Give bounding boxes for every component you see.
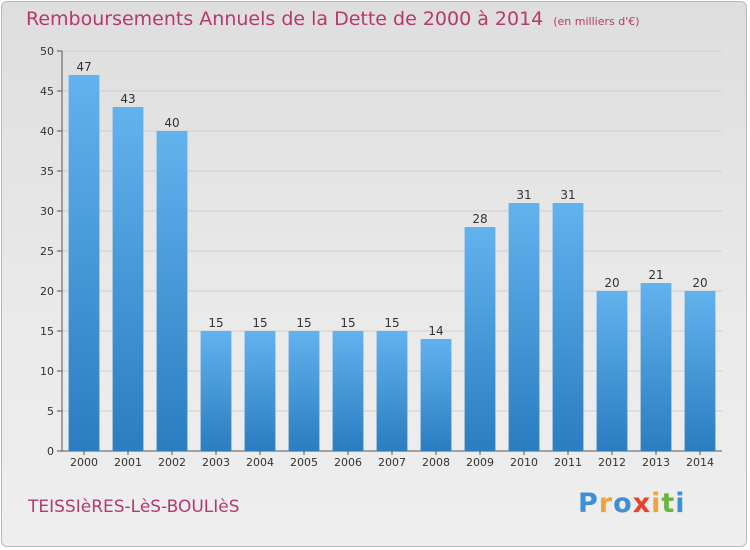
labels: 47 43 40 15 15 15 15 15 14 28 31 31 20 21 20 xyxy=(76,60,707,338)
bar-2000 xyxy=(68,75,100,451)
logo-letter: i xyxy=(675,488,686,519)
logo-letter: i xyxy=(651,488,662,519)
logo-letter: o xyxy=(613,488,633,519)
proxiti-logo[interactable]: Proxiti xyxy=(578,488,686,519)
value-label: 20 xyxy=(604,276,619,290)
x-tick-label: 2013 xyxy=(642,456,670,469)
x-tick-label: 2004 xyxy=(246,456,274,469)
value-label: 15 xyxy=(340,316,355,330)
value-label: 15 xyxy=(296,316,311,330)
chart-title-text: Remboursements Annuels de la Dette de 20… xyxy=(26,8,544,30)
bar-2014 xyxy=(684,291,716,451)
bar-2005 xyxy=(288,331,320,451)
chart-unit: (en milliers d'€) xyxy=(553,15,640,28)
bar-2004 xyxy=(244,331,276,451)
x-tick-label: 2000 xyxy=(70,456,98,469)
y-tick-label: 20 xyxy=(40,285,54,298)
x-tick-label: 2007 xyxy=(378,456,406,469)
value-label: 15 xyxy=(252,316,267,330)
bar-2011 xyxy=(552,203,584,451)
x-tick-label: 2005 xyxy=(290,456,318,469)
bar-2012 xyxy=(596,291,628,451)
value-label: 31 xyxy=(560,188,575,202)
x-tick-label: 2003 xyxy=(202,456,230,469)
value-label: 20 xyxy=(692,276,707,290)
bar-2007 xyxy=(376,331,408,451)
bar-2003 xyxy=(200,331,232,451)
x-tick-label: 2014 xyxy=(686,456,714,469)
y-tick-label: 30 xyxy=(40,205,54,218)
x-tick-label: 2008 xyxy=(422,456,450,469)
logo-letter: t xyxy=(661,488,676,519)
x-tick-label: 2011 xyxy=(554,456,582,469)
value-label: 15 xyxy=(208,316,223,330)
y-tick-label: 15 xyxy=(40,325,54,338)
y-tick-label: 25 xyxy=(40,245,54,258)
y-tick-label: 50 xyxy=(40,45,54,58)
y-tick-label: 35 xyxy=(40,165,54,178)
bar-2009 xyxy=(464,227,496,451)
chart-title: Remboursements Annuels de la Dette de 20… xyxy=(26,8,640,30)
logo-letter: x xyxy=(632,488,652,519)
value-label: 43 xyxy=(120,92,135,106)
bar-2013 xyxy=(640,283,672,451)
x-tick-label: 2002 xyxy=(158,456,186,469)
bar-2010 xyxy=(508,203,540,451)
value-label: 14 xyxy=(428,324,443,338)
x-tick-label: 2012 xyxy=(598,456,626,469)
value-label: 31 xyxy=(516,188,531,202)
y-tick-label: 0 xyxy=(47,445,54,458)
logo-letter: r xyxy=(598,488,614,519)
bar-2006 xyxy=(332,331,364,451)
x-tick-label: 2010 xyxy=(510,456,538,469)
bar-2008 xyxy=(420,339,452,451)
x-tick-label: 2006 xyxy=(334,456,362,469)
y-tick-label: 10 xyxy=(40,365,54,378)
y-tick-label: 40 xyxy=(40,125,54,138)
bar-2001 xyxy=(112,107,144,451)
value-label: 15 xyxy=(384,316,399,330)
value-label: 40 xyxy=(164,116,179,130)
logo-letter: P xyxy=(578,488,599,519)
bar-2002 xyxy=(156,131,188,451)
value-label: 28 xyxy=(472,212,487,226)
x-tick-label: 2001 xyxy=(114,456,142,469)
y-tick-label: 5 xyxy=(47,405,54,418)
y-tick-label: 45 xyxy=(40,85,54,98)
value-label: 47 xyxy=(76,60,91,74)
x-tick-label: 2009 xyxy=(466,456,494,469)
bars xyxy=(68,75,716,451)
commune-name: TEISSIèRES-LèS-BOULIèS xyxy=(28,497,240,517)
value-label: 21 xyxy=(648,268,663,282)
